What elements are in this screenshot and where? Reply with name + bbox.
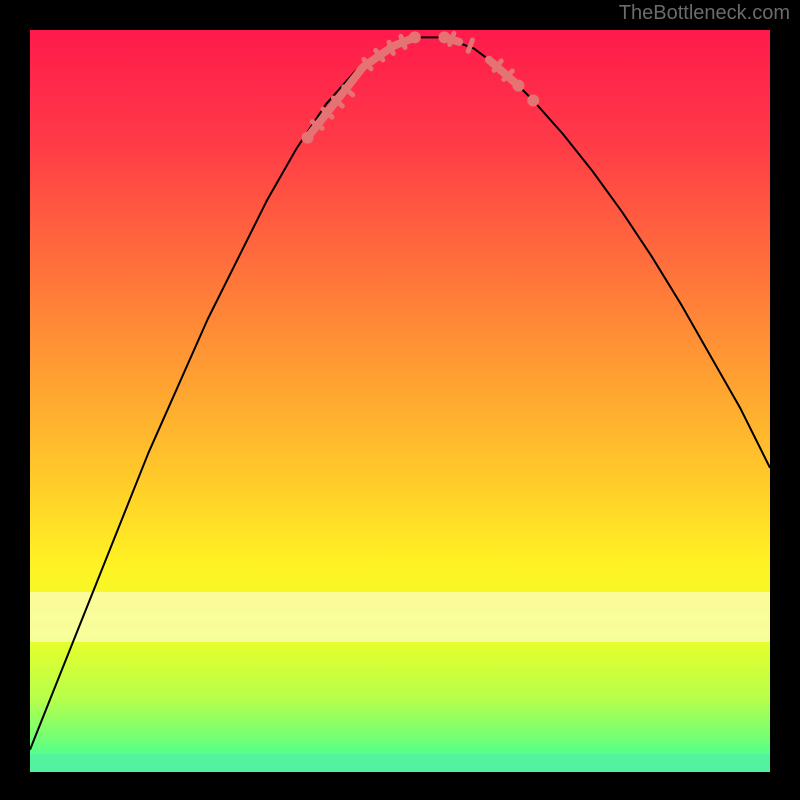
curve-marker-dot	[302, 132, 314, 144]
bottleneck-curve-chart	[0, 0, 800, 800]
curve-marker-dot	[438, 31, 450, 43]
chart-container: TheBottleneck.com	[0, 0, 800, 800]
curve-marker-dot	[409, 31, 421, 43]
curve-marker-dot	[527, 94, 539, 106]
highlight-band-green	[30, 754, 770, 772]
watermark-label: TheBottleneck.com	[619, 2, 790, 25]
highlight-band-pale	[30, 592, 770, 642]
curve-marker-dot	[512, 80, 524, 92]
chart-gradient-background	[30, 30, 770, 772]
